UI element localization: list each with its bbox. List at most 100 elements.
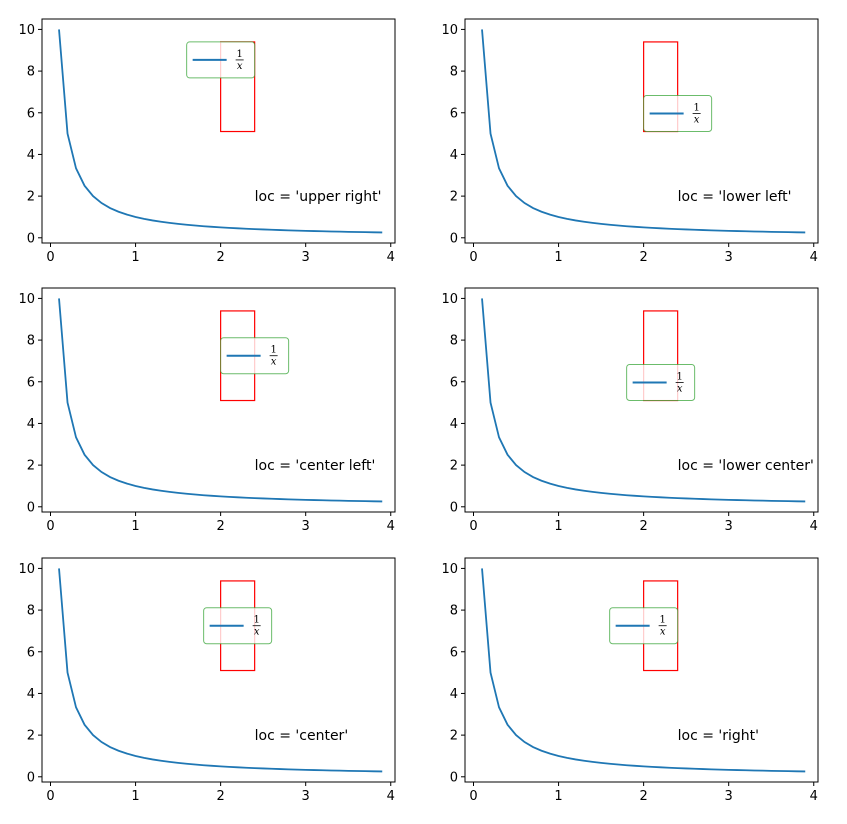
y-tick-label: 0 [27,500,35,515]
x-tick-label: 1 [131,250,139,265]
x-tick-label: 4 [387,519,395,534]
x-tick-label: 0 [46,519,54,534]
x-tick-label: 2 [216,519,224,534]
y-tick-label: 10 [441,292,458,307]
x-tick-label: 1 [131,789,139,804]
legend: 1x [186,41,256,79]
legend-numerator: 1 [659,615,665,626]
axes-frame [464,18,819,244]
y-tick-label: 2 [27,729,35,744]
curve-1-over-x [481,298,806,503]
legend-numerator: 1 [676,372,682,383]
x-tick-label: 4 [810,519,818,534]
x-tick-label: 2 [639,519,647,534]
loc-annotation: loc = 'lower center' [678,458,814,474]
y-tick-label: 6 [27,106,35,121]
legend: 1x [609,607,679,645]
x-tick-label: 0 [469,519,477,534]
y-tick-label: 6 [27,375,35,390]
axes-frame [41,287,396,513]
y-tick-label: 8 [27,604,35,619]
x-tick-label: 1 [554,789,562,804]
y-tick-label: 8 [450,334,458,349]
y-tick-label: 8 [27,65,35,80]
y-tick-label: 10 [441,23,458,38]
y-tick-label: 0 [450,231,458,246]
loc-annotation: loc = 'lower left' [678,189,792,205]
curve-1-over-x [481,568,806,773]
y-tick-label: 10 [441,562,458,577]
y-tick-label: 10 [18,292,35,307]
legend: 1x [626,364,696,402]
y-tick-label: 10 [18,562,35,577]
y-tick-label: 2 [27,190,35,205]
y-tick-label: 6 [450,106,458,121]
legend-denominator: x [694,115,700,126]
y-tick-label: 6 [450,645,458,660]
y-tick-label: 0 [27,770,35,785]
x-tick-label: 3 [302,519,310,534]
x-tick-label: 4 [387,250,395,265]
y-tick-label: 2 [450,459,458,474]
y-tick-label: 4 [450,148,458,163]
x-tick-label: 3 [302,789,310,804]
x-tick-label: 2 [639,250,647,265]
x-tick-label: 4 [810,789,818,804]
y-tick-label: 0 [450,770,458,785]
legend-denominator: x [660,627,666,638]
loc-annotation: loc = 'center left' [255,458,376,474]
axes-frame [41,557,396,783]
y-tick-label: 4 [27,687,35,702]
legend-denominator: x [237,61,243,72]
curve-1-over-x [58,29,383,234]
x-tick-label: 2 [216,789,224,804]
x-tick-label: 0 [46,250,54,265]
y-tick-label: 6 [450,375,458,390]
y-tick-label: 2 [450,190,458,205]
y-tick-label: 6 [27,645,35,660]
curve-1-over-x [58,568,383,773]
curve-1-over-x [481,29,806,234]
x-tick-label: 2 [216,250,224,265]
curve-1-over-x [58,298,383,503]
legend: 1x [220,337,290,375]
y-tick-label: 4 [450,417,458,432]
y-tick-label: 4 [27,417,35,432]
x-tick-label: 1 [131,519,139,534]
y-tick-label: 8 [450,604,458,619]
y-tick-label: 2 [27,459,35,474]
legend-numerator: 1 [693,103,699,114]
legend-numerator: 1 [253,615,259,626]
y-tick-label: 2 [450,729,458,744]
y-tick-label: 4 [450,687,458,702]
y-tick-label: 8 [450,65,458,80]
x-tick-label: 3 [725,519,733,534]
x-tick-label: 0 [46,789,54,804]
loc-annotation: loc = 'right' [678,728,759,744]
x-tick-label: 0 [469,250,477,265]
legend: 1x [203,607,273,645]
y-tick-label: 4 [27,148,35,163]
x-tick-label: 1 [554,519,562,534]
x-tick-label: 4 [387,789,395,804]
y-tick-label: 0 [27,231,35,246]
legend-denominator: x [677,384,683,395]
x-tick-label: 2 [639,789,647,804]
legend-numerator: 1 [270,345,276,356]
axes-frame [464,557,819,783]
legend-denominator: x [271,357,277,368]
x-tick-label: 3 [725,789,733,804]
x-tick-label: 3 [302,250,310,265]
x-tick-label: 1 [554,250,562,265]
y-tick-label: 10 [18,23,35,38]
x-tick-label: 0 [469,789,477,804]
legend: 1x [643,95,713,133]
legend-numerator: 1 [236,49,242,60]
x-tick-label: 3 [725,250,733,265]
